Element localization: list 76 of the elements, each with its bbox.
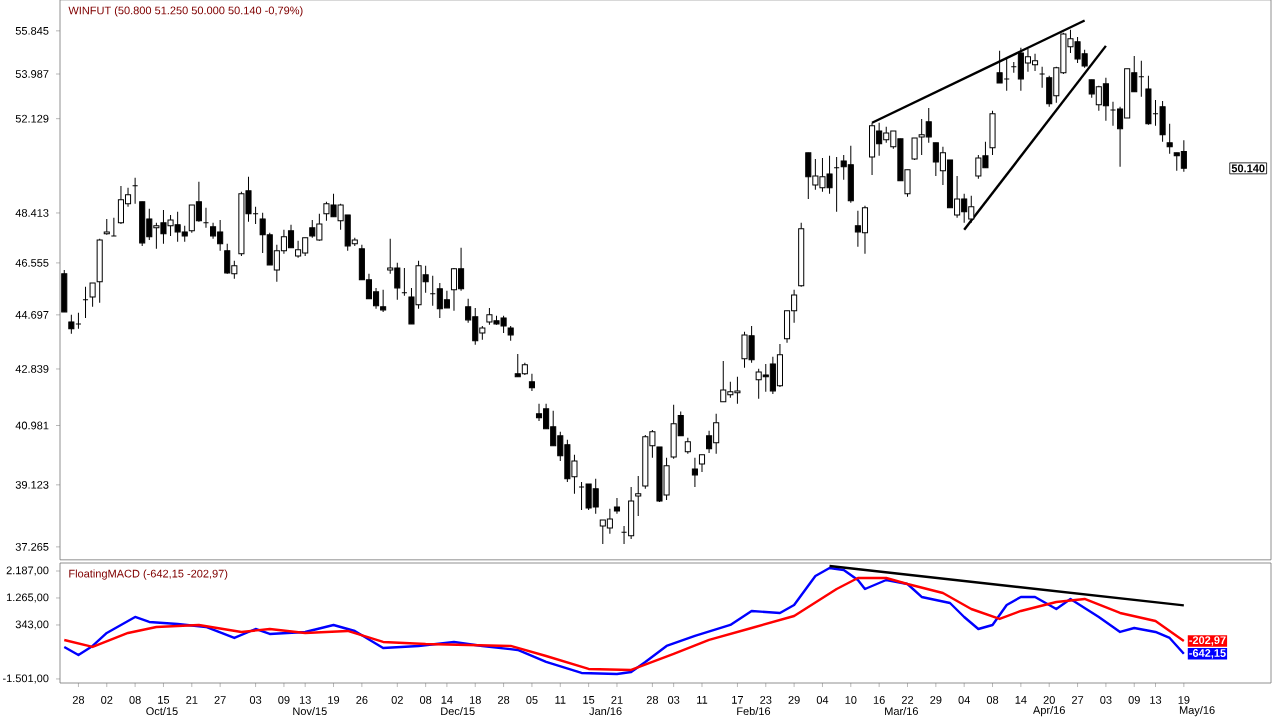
x-tick-label: 02 [391, 696, 403, 704]
y-tick-label: 42.839 [15, 365, 49, 373]
x-tick-label: 27 [214, 696, 226, 704]
text: 50.140 [1231, 164, 1265, 173]
candlestick [528, 373, 535, 392]
x-tick-label: 16 [873, 696, 885, 704]
y-tick-label: 1.265,00 [6, 593, 49, 603]
y-tick-label: 2.187,00 [6, 566, 49, 576]
x-tick-label: 15 [583, 696, 595, 704]
x-tick-label: 18 [469, 696, 481, 704]
text: Apr/16 [1033, 705, 1065, 717]
y-tick-label: 39.123 [15, 480, 49, 489]
x-tick-label: 28 [72, 696, 85, 704]
y-tick-label: 37.265 [15, 542, 49, 551]
text: FloatingMACD (-642,15 -202,97) [69, 569, 228, 580]
x-tick-label: 19 [1178, 696, 1190, 704]
x-tick-label: 04 [958, 696, 970, 704]
x-tick-label: 29 [788, 696, 800, 704]
text: WINFUT (50.800 51.250 50.000 50.140 -0,79%) [68, 6, 303, 17]
x-tick-label: 21 [186, 696, 198, 704]
y-tick-label: -1.501,00 [2, 674, 49, 684]
x-tick-label: 02 [101, 696, 113, 704]
x-tick-label: 11 [697, 696, 708, 704]
text: May/16 [1179, 705, 1215, 717]
text: Mar/16 [885, 706, 918, 716]
x-tick-label: 10 [845, 696, 857, 704]
x-tick-label: 22 [901, 696, 914, 704]
x-tick-label: 08 [129, 696, 141, 704]
x-tick-label: 27 [1072, 696, 1084, 704]
x-tick-label: 08 [419, 696, 432, 704]
candlestick [1166, 123, 1173, 155]
x-tick-label: 11 [555, 696, 566, 704]
y-tick-label: 53.987 [15, 70, 49, 78]
x-tick-label: 26 [356, 696, 368, 704]
text: Oct/15 [146, 706, 178, 716]
x-tick-label: 28 [646, 696, 659, 704]
x-tick-label: 20 [1043, 696, 1055, 704]
x-tick-label: 14 [441, 696, 453, 704]
y-tick-label: 55.845 [15, 26, 49, 35]
y-tick-label: 343,00 [15, 620, 49, 630]
y-tick-label: 52.129 [15, 114, 49, 123]
candlestick [110, 217, 117, 237]
x-tick-label: 19 [328, 696, 340, 704]
x-tick-label: 21 [611, 696, 623, 704]
candlestick [613, 497, 621, 515]
x-tick-label: 13 [1150, 696, 1162, 704]
x-tick-label: 09 [278, 696, 290, 704]
data-label: -642,15 [1189, 649, 1226, 659]
y-tick-label: 46.555 [15, 259, 49, 267]
candlestick [691, 457, 698, 488]
y-tick-label: 48.413 [15, 209, 49, 217]
x-tick-label: 14 [1015, 696, 1027, 704]
data-label: -202,97 [1189, 636, 1226, 646]
x-tick-label: 17 [732, 696, 744, 704]
x-tick-label: 15 [158, 696, 170, 704]
text: Dec/15 [441, 706, 475, 716]
x-tick-label: 13 [299, 696, 311, 704]
text: Nov/15 [293, 706, 327, 716]
x-tick-label: 05 [526, 696, 538, 704]
x-tick-label: 09 [1128, 696, 1140, 704]
text: Feb/16 [737, 706, 771, 716]
x-tick-label: 23 [760, 696, 772, 704]
x-tick-label: 29 [930, 696, 942, 704]
y-tick-label: 40.981 [15, 421, 49, 430]
y-tick-label: 44.697 [15, 310, 49, 319]
x-tick-label: 28 [498, 696, 510, 704]
x-tick-label: 04 [816, 696, 829, 704]
candlestick [380, 289, 387, 313]
text: Jan/16 [589, 706, 622, 716]
x-tick-label: 08 [986, 696, 999, 704]
x-tick-label: 03 [667, 696, 680, 704]
candlestick [89, 282, 96, 308]
x-tick-label: 03 [1100, 696, 1112, 704]
candlestick [1039, 66, 1046, 89]
x-tick-label: 03 [249, 696, 262, 704]
candlestick [635, 475, 642, 517]
